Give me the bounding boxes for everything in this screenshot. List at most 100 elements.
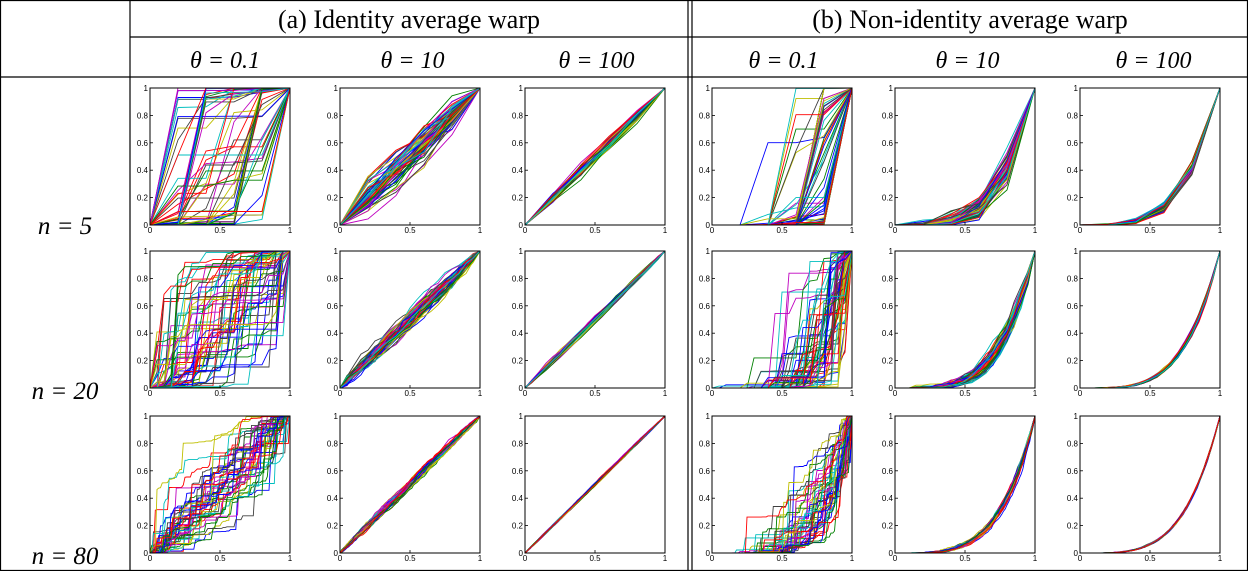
warp-curve — [339, 250, 481, 389]
warp-curve — [339, 87, 481, 226]
theta-header: θ = 10 — [936, 48, 1000, 74]
y-tick-label: 0.2 — [512, 522, 524, 531]
x-tick-label: 1 — [288, 554, 293, 563]
warp-curve — [150, 415, 290, 554]
y-tick-label: 0 — [706, 384, 711, 393]
y-tick-label: 0.2 — [1067, 357, 1079, 366]
x-tick-label: 0.5 — [776, 554, 788, 563]
warp-curve — [149, 415, 290, 554]
x-tick-label: 1 — [288, 389, 293, 398]
warp-curve — [339, 250, 481, 389]
warp-plot: 0 0.2 0.4 0.6 0.8 1 0 0.5 1 — [699, 247, 855, 398]
x-tick-label: 0.5 — [404, 554, 416, 563]
warp-curve — [524, 87, 666, 226]
y-tick-label: 1 — [1074, 84, 1079, 93]
x-tick-label: 0.5 — [589, 226, 601, 235]
warp-curve — [149, 87, 291, 226]
y-tick-label: 0.8 — [137, 111, 149, 120]
y-tick-label: 1 — [1074, 247, 1079, 256]
x-tick-label: 0 — [523, 226, 528, 235]
y-tick-label: 0.4 — [137, 494, 149, 503]
warp-curve — [149, 87, 291, 226]
warp-curve — [339, 87, 481, 226]
y-tick-label: 0.4 — [327, 329, 339, 338]
theta-header: θ = 100 — [559, 48, 635, 74]
y-tick-label: 0.4 — [882, 329, 894, 338]
warp-curve — [150, 250, 291, 389]
y-tick-label: 0.4 — [512, 329, 524, 338]
y-tick-label: 0.8 — [512, 111, 524, 120]
warp-plot: 0 0.2 0.4 0.6 0.8 1 0 0.5 1 — [327, 84, 483, 235]
warp-curve — [150, 250, 291, 389]
y-tick-label: 0.6 — [327, 467, 339, 476]
x-tick-label: 0 — [893, 389, 898, 398]
warp-curve — [149, 87, 291, 226]
x-tick-label: 1 — [663, 554, 668, 563]
group-header: (b) Non-identity average warp — [812, 5, 1127, 34]
x-tick-label: 1 — [1218, 389, 1223, 398]
warp-curve — [339, 87, 481, 226]
y-tick-label: 0.6 — [699, 302, 711, 311]
y-tick-label: 0.8 — [882, 274, 894, 283]
warp-plot: 0 0.2 0.4 0.6 0.8 1 0 0.5 1 — [327, 412, 483, 563]
warp-curve — [149, 87, 291, 226]
y-tick-label: 0.6 — [1067, 302, 1079, 311]
y-tick-label: 0.8 — [1067, 111, 1079, 120]
x-tick-label: 1 — [288, 226, 293, 235]
y-tick-label: 0.6 — [1067, 139, 1079, 148]
x-tick-label: 0 — [523, 554, 528, 563]
y-tick-label: 0.8 — [327, 274, 339, 283]
warp-curve — [339, 87, 481, 226]
y-tick-label: 0.6 — [882, 467, 894, 476]
y-tick-label: 0.8 — [137, 439, 149, 448]
plot-area — [712, 251, 852, 388]
y-tick-label: 1 — [889, 84, 894, 93]
y-tick-label: 1 — [706, 412, 711, 421]
x-tick-label: 1 — [1033, 389, 1038, 398]
warp-curve — [150, 250, 290, 389]
y-tick-label: 0.4 — [882, 494, 894, 503]
y-tick-label: 0.8 — [327, 439, 339, 448]
y-tick-label: 0.6 — [512, 467, 524, 476]
warp-curve — [339, 87, 481, 226]
x-tick-label: 0 — [893, 226, 898, 235]
y-tick-label: 0.8 — [512, 274, 524, 283]
y-tick-label: 0 — [889, 221, 894, 230]
y-tick-label: 0.2 — [699, 357, 711, 366]
y-tick-label: 0.4 — [327, 494, 339, 503]
y-tick-label: 0.8 — [137, 274, 149, 283]
y-tick-label: 1 — [144, 84, 149, 93]
x-tick-label: 0.5 — [404, 226, 416, 235]
y-tick-label: 1 — [334, 247, 339, 256]
y-tick-label: 0 — [334, 384, 339, 393]
y-tick-label: 0.4 — [699, 329, 711, 338]
y-tick-label: 0.6 — [512, 139, 524, 148]
warp-curve — [149, 87, 291, 226]
row-label: n = 5 — [38, 213, 92, 240]
warp-plot: 0 0.2 0.4 0.6 0.8 1 0 0.5 1 — [137, 247, 293, 398]
x-tick-label: 0.5 — [589, 554, 601, 563]
y-tick-label: 0.8 — [1067, 439, 1079, 448]
theta-header: θ = 0.1 — [190, 48, 260, 74]
x-tick-label: 1 — [1033, 554, 1038, 563]
warp-plot: 0 0.2 0.4 0.6 0.8 1 0 0.5 1 — [882, 247, 1038, 398]
warp-curve — [150, 415, 290, 554]
x-tick-label: 0 — [1078, 389, 1083, 398]
y-tick-label: 0.2 — [882, 357, 894, 366]
x-tick-label: 0 — [893, 554, 898, 563]
warp-curve — [149, 415, 290, 554]
warp-curve — [149, 415, 290, 554]
y-tick-label: 0.6 — [1067, 467, 1079, 476]
warp-curve — [150, 250, 290, 389]
x-tick-label: 0.5 — [589, 389, 601, 398]
y-tick-label: 0.8 — [699, 274, 711, 283]
y-tick-label: 0.2 — [137, 522, 149, 531]
y-tick-label: 0.6 — [137, 302, 149, 311]
warp-plot: 0 0.2 0.4 0.6 0.8 1 0 0.5 1 — [699, 412, 855, 563]
warp-plot: 0 0.2 0.4 0.6 0.8 1 0 0.5 1 — [699, 84, 855, 235]
x-tick-label: 0 — [710, 389, 715, 398]
x-tick-label: 0 — [338, 554, 343, 563]
y-tick-label: 1 — [889, 412, 894, 421]
plot-area — [1080, 88, 1220, 225]
